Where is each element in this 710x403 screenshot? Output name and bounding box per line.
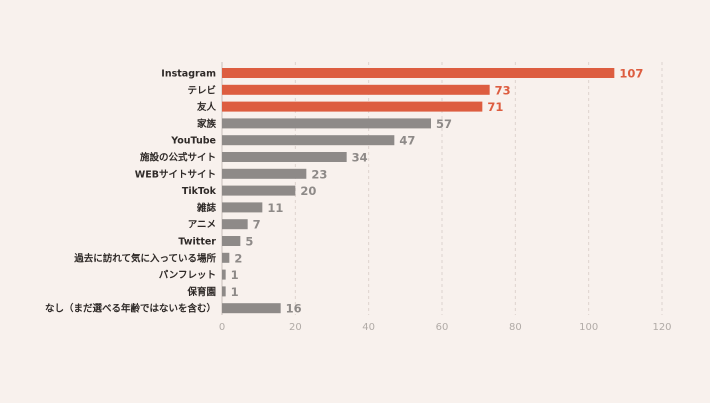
bar-3	[222, 118, 431, 129]
x-tick-label-100: 100	[579, 322, 598, 333]
value-label-8: 11	[267, 201, 283, 215]
value-label-6: 23	[311, 167, 327, 181]
bars-layer	[222, 68, 615, 314]
x-tick-label-60: 60	[436, 322, 449, 333]
category-label-0: Instagram	[161, 69, 216, 80]
bar-9	[222, 219, 248, 230]
bar-6	[222, 168, 307, 179]
bar-14	[222, 303, 281, 314]
x-tick-label-40: 40	[362, 322, 375, 333]
bar-8	[222, 202, 263, 213]
bar-2	[222, 101, 483, 112]
value-label-12: 1	[231, 268, 239, 282]
category-label-5: 施設の公式サイト	[140, 152, 216, 164]
category-label-1: テレビ	[187, 84, 216, 96]
x-axis-ticks-layer: 0 20 40 60 80 100 120	[219, 322, 672, 333]
value-label-1: 73	[495, 83, 511, 97]
category-label-10: Twitter	[178, 237, 216, 248]
value-label-10: 5	[245, 235, 253, 249]
bar-13	[222, 286, 226, 297]
bar-11	[222, 252, 230, 263]
x-tick-label-20: 20	[289, 322, 302, 333]
category-label-2: 友人	[196, 101, 217, 113]
bar-12	[222, 269, 226, 280]
bar-10	[222, 236, 241, 246]
value-label-3: 57	[436, 117, 452, 131]
value-label-13: 1	[231, 285, 239, 299]
bar-5	[222, 152, 347, 162]
x-tick-label-80: 80	[509, 322, 522, 333]
category-label-7: TikTok	[182, 186, 217, 197]
x-tick-label-0: 0	[219, 322, 225, 333]
category-label-12: パンフレット	[159, 269, 216, 281]
bar-4	[222, 135, 395, 146]
category-label-8: 雑誌	[196, 202, 217, 214]
category-label-11: 過去に訪れて気に入っている場所	[73, 252, 216, 264]
category-label-14: なし（まだ選べる年齢ではないを含む）	[45, 303, 216, 315]
value-label-4: 47	[399, 134, 415, 148]
value-label-9: 7	[253, 218, 261, 232]
bar-0	[222, 68, 615, 78]
value-label-7: 20	[300, 184, 316, 198]
x-tick-label-120: 120	[652, 322, 671, 333]
category-label-9: アニメ	[188, 220, 216, 231]
category-label-4: YouTube	[170, 136, 216, 147]
value-label-11: 2	[234, 251, 242, 265]
value-label-14: 16	[286, 302, 302, 316]
category-label-3: 家族	[197, 118, 217, 130]
value-label-5: 34	[352, 151, 368, 165]
category-label-6: WEBサイトサイト	[135, 169, 216, 180]
value-label-0: 107	[619, 67, 643, 81]
bar-7	[222, 185, 296, 196]
category-label-13: 保育園	[186, 286, 216, 298]
value-label-2: 71	[487, 100, 503, 114]
bar-1	[222, 84, 490, 95]
